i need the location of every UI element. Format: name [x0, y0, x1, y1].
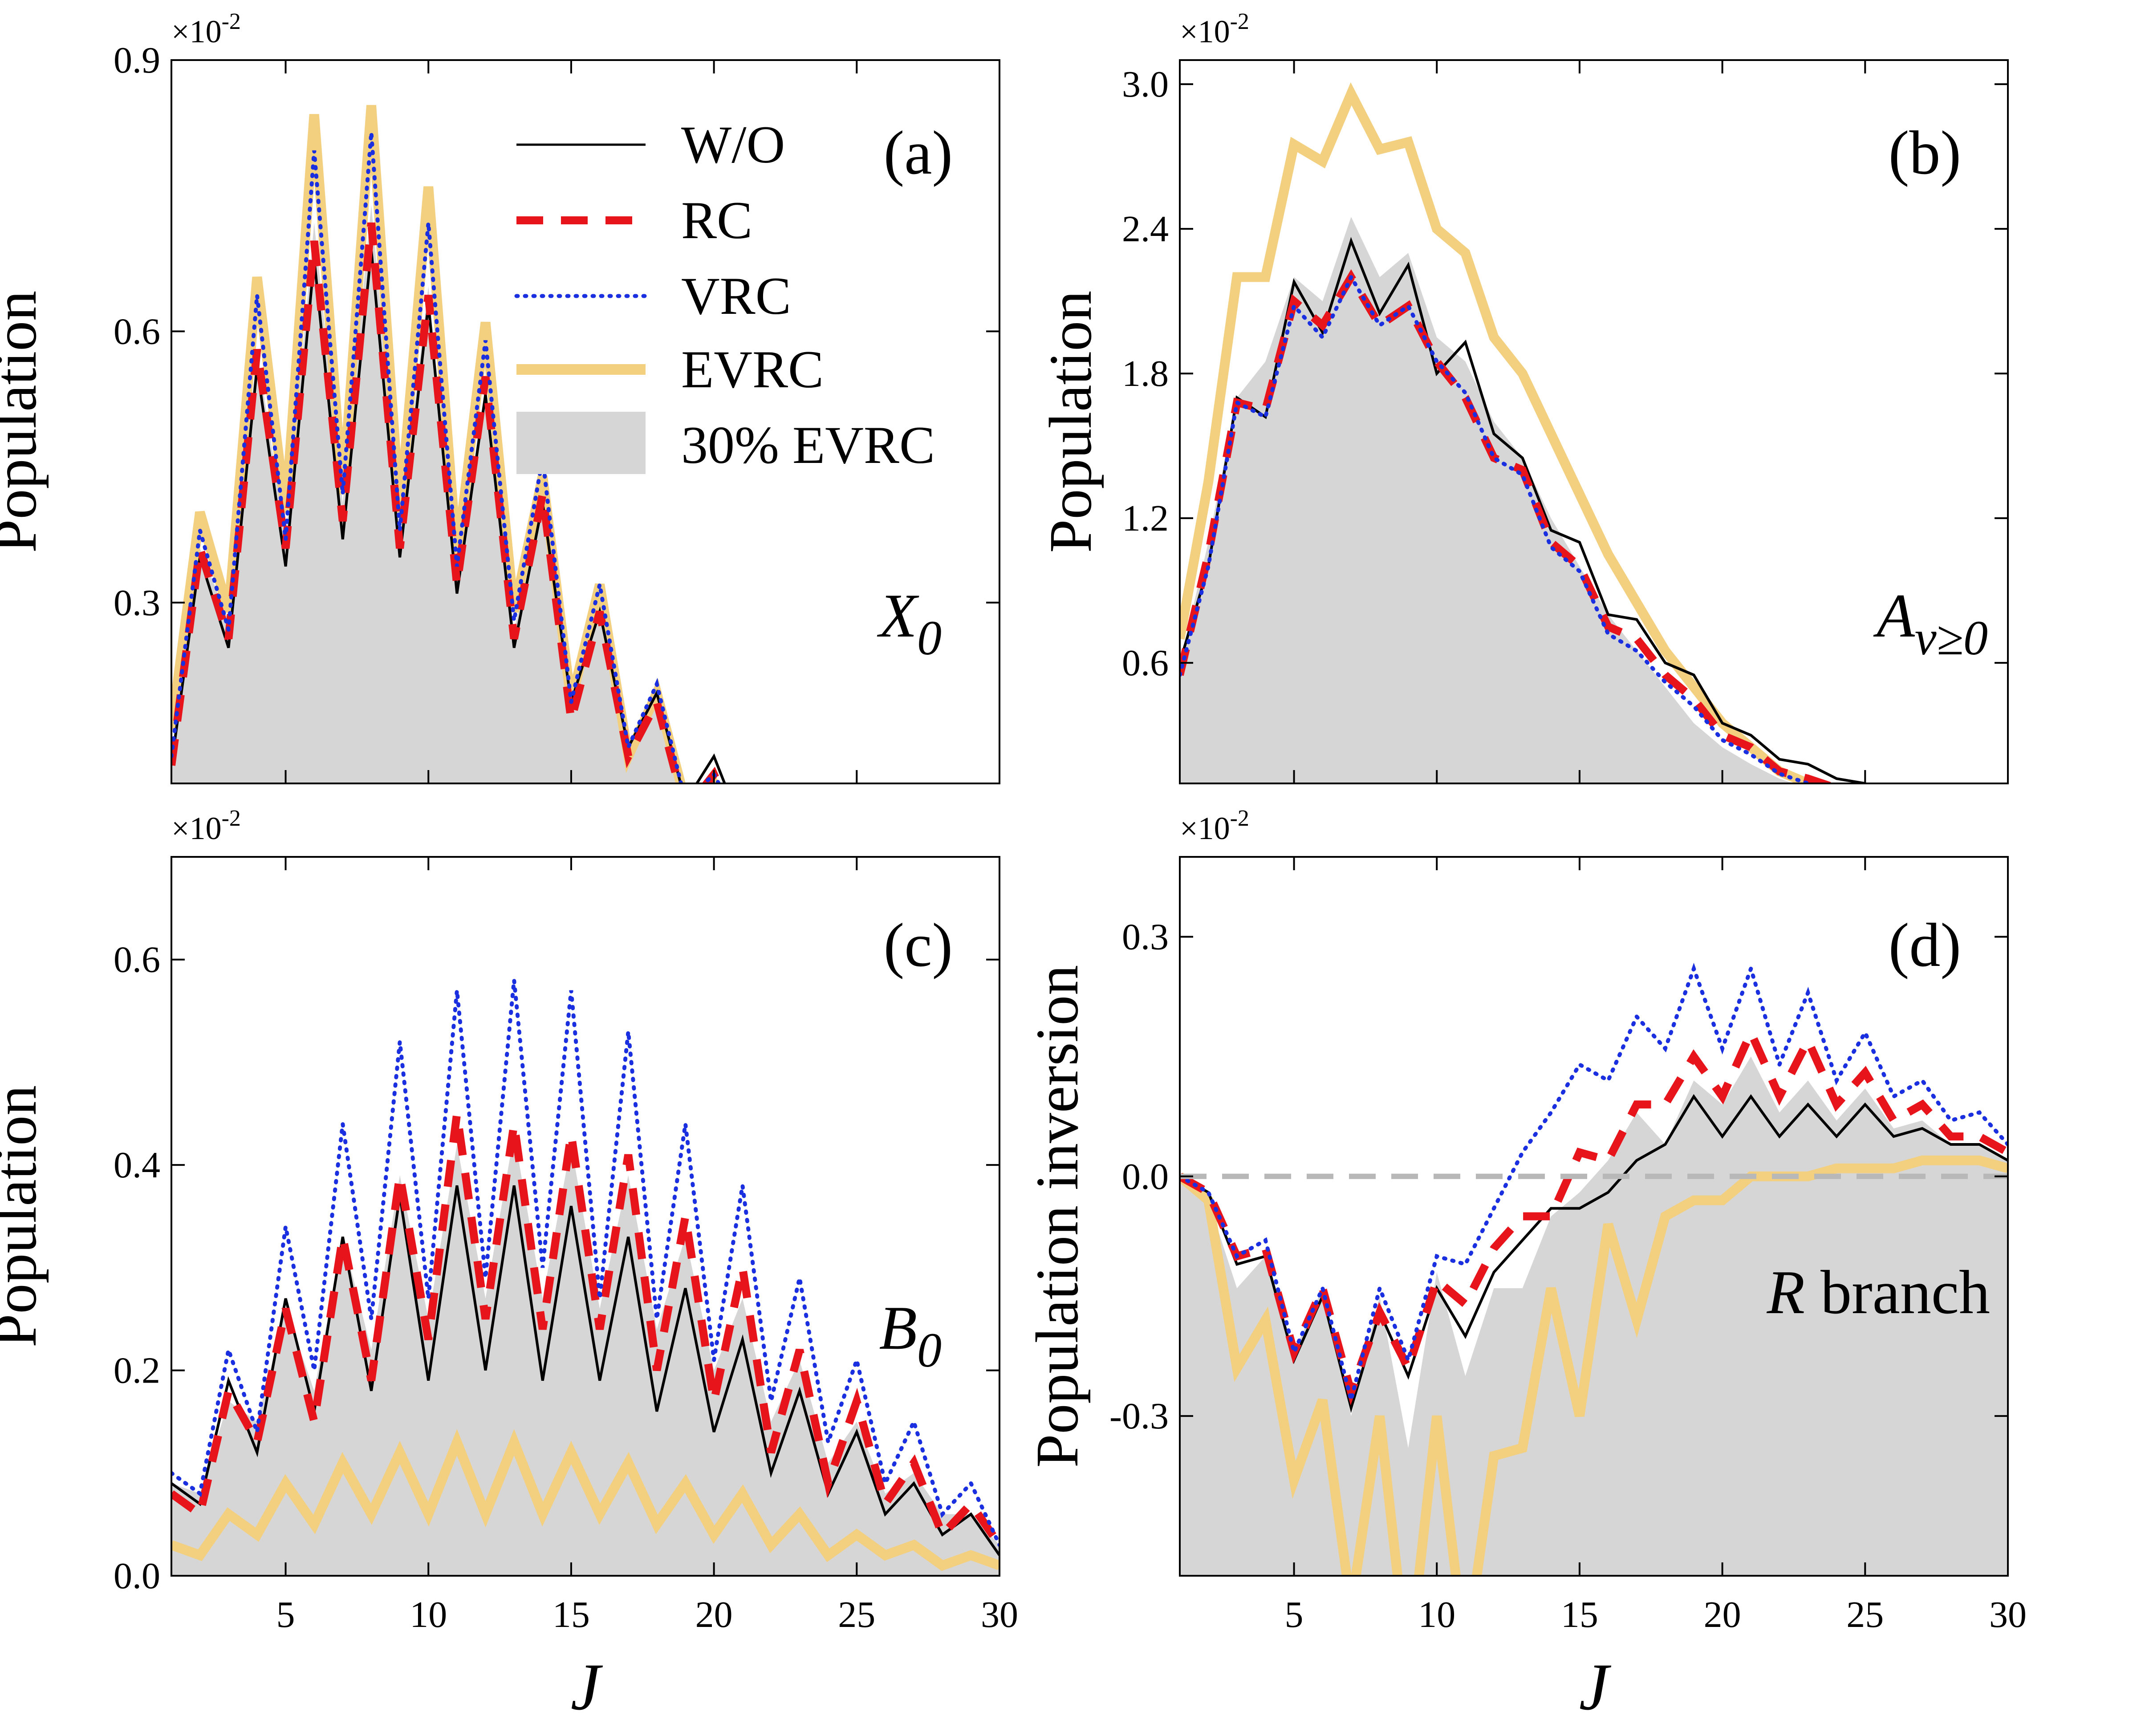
series-rc-line [1180, 1022, 2008, 1406]
y-tick-label: 3.0 [1122, 64, 1169, 105]
series-vrc-line [171, 132, 721, 783]
y-axis-label: Population [0, 1085, 49, 1347]
y-multiplier: ×10-2 [1180, 9, 1249, 49]
x-axis-label: J [1579, 1650, 1612, 1724]
plot-area [1180, 82, 2008, 783]
y-tick-label: 0.0 [114, 1555, 160, 1597]
x-axis-label: J [571, 1650, 603, 1724]
panel-annotation: R branch [1767, 1258, 1990, 1327]
legend-label-evrc30: 30% EVRC [681, 415, 935, 475]
panel-annotation: X0 [877, 581, 942, 665]
series-evrc-line [1180, 1155, 2008, 1576]
y-tick-label: 0.6 [114, 939, 160, 981]
legend-label-wo: W/O [681, 115, 785, 174]
panel-label: (a) [884, 118, 953, 187]
y-axis-label: Population inversion [1024, 965, 1091, 1468]
x-tick-label: 5 [1285, 1594, 1304, 1635]
plot-area [1180, 962, 2008, 1576]
panel-label: (b) [1889, 118, 1961, 187]
x-tick-label: 20 [695, 1594, 733, 1635]
x-tick-label: 25 [1846, 1594, 1884, 1635]
y-tick-label: 1.8 [1122, 353, 1169, 394]
y-tick-label: 0.4 [114, 1144, 160, 1186]
plot-area [171, 980, 999, 1576]
axes-frame [1179, 59, 2009, 784]
series-rc-line [171, 1113, 999, 1547]
axes-frame [171, 59, 1000, 784]
y-multiplier: ×10-2 [171, 9, 241, 49]
legend-swatch-evrc30 [516, 412, 646, 474]
panel-c: 5 10 15 20 25 30 0.0 0.2 0.4 0.6 ×10-2 Population J (… [0, 806, 1018, 1724]
axes-frame [1179, 856, 2009, 1577]
x-tick-label: 15 [553, 1594, 590, 1635]
x-tick-label: 10 [410, 1594, 447, 1635]
x-tick-label: 15 [1561, 1594, 1598, 1635]
y-tick-label: 0.9 [114, 40, 160, 81]
series-evrc-line [1180, 82, 1824, 783]
y-tick-label: 0.3 [1122, 916, 1169, 957]
panel-annotation: Av≥0 [1873, 581, 1988, 665]
panel-label: (c) [884, 911, 953, 980]
x-tick-label: 10 [1418, 1594, 1455, 1635]
y-tick-label: 0.3 [114, 582, 160, 624]
series-rc-line [171, 222, 723, 783]
panel-a: 0.3 0.6 0.9 ×10-2 Population (a) X0 [0, 9, 1000, 784]
y-tick-label: 0.2 [114, 1350, 160, 1391]
y-tick-label: 0.6 [1122, 642, 1169, 684]
legend-label-vrc: VRC [681, 266, 791, 325]
y-axis-label: Population [0, 291, 49, 553]
y-tick-label: -0.3 [1109, 1395, 1169, 1437]
series-evrc-line [171, 1429, 999, 1571]
y-tick-label: 2.4 [1122, 208, 1169, 250]
panel-label: (d) [1889, 911, 1961, 980]
y-multiplier: ×10-2 [171, 806, 241, 846]
series-wo-line [171, 1185, 999, 1556]
x-tick-label: 5 [276, 1594, 295, 1635]
x-tick-label: 30 [981, 1594, 1018, 1635]
legend-label-evrc: EVRC [681, 340, 824, 399]
y-axis-label: Population [1037, 291, 1104, 553]
panel-b: 0.6 1.2 1.8 2.4 3.0 ×10-2 Population (b) Av≥0 [1037, 9, 2009, 784]
series-rc-line [1180, 269, 1835, 783]
legend: W/O RC VRC EVRC 30% EVRC [514, 115, 935, 475]
panel-d: 5 10 15 20 25 30 -0.3 0.0 0.3 ×10-2 Population inv… [1024, 806, 2027, 1724]
x-tick-label: 25 [838, 1594, 875, 1635]
y-multiplier: ×10-2 [1180, 806, 1249, 846]
series-vrc-line [171, 980, 999, 1547]
series-vrc-line [1180, 272, 1816, 783]
y-tick-label: 1.2 [1122, 498, 1169, 539]
panel-annotation: B0 [879, 1294, 942, 1377]
plot-area [171, 105, 771, 783]
y-tick-label: 0.6 [114, 311, 160, 352]
x-tick-label: 30 [1989, 1594, 2027, 1635]
y-tick-label: 0.0 [1122, 1156, 1169, 1197]
x-tick-label: 20 [1704, 1594, 1741, 1635]
series-vrc-line [1180, 962, 2008, 1401]
series-evrc30-area [171, 1134, 999, 1576]
axes-frame [171, 856, 1000, 1577]
legend-label-rc: RC [681, 191, 752, 250]
series-evrc30-area [1180, 217, 2008, 783]
